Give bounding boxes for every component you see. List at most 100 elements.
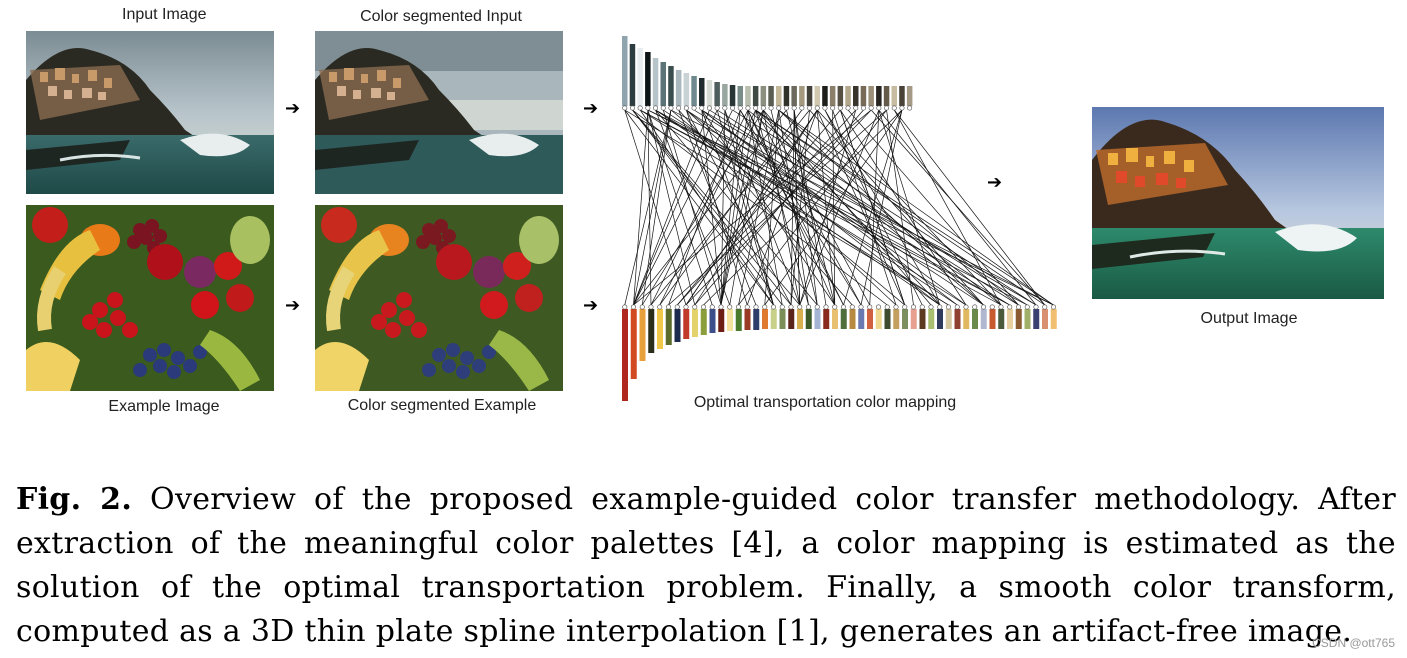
mapping-line [869,109,880,306]
palette-node [622,304,628,310]
mapping-line [720,109,741,306]
palette-swatch [629,44,636,106]
palette-node [805,304,811,310]
mapping-line [694,109,818,306]
mapping-line [686,109,984,306]
figure-number: Fig. 2. [16,482,133,517]
mapping-line [778,109,1054,306]
palette-node [630,304,636,310]
palette-node [768,105,774,111]
palette-node [891,105,897,111]
palette-swatch [714,82,720,106]
palette-node [858,304,864,310]
palette-swatch [729,85,736,106]
palette-node [665,304,671,310]
mapping-line [633,109,872,306]
palette-swatch [630,309,637,379]
palette-node [676,105,682,111]
palette-node [783,105,789,111]
palette-node [853,105,859,111]
palette-swatch [788,309,795,329]
mapping-line [755,109,1054,306]
palette-node [860,105,866,111]
mapping-line [755,109,1045,306]
palette-swatch [691,76,697,106]
mapping-line [655,109,1010,306]
arrow-right-icon: ➔ [987,172,1003,193]
palette-node [907,105,913,111]
palette-node [1015,304,1021,310]
palette-swatch [699,78,705,106]
palette-node [989,304,995,310]
mapping-line [647,109,713,306]
palette-swatch [875,309,882,329]
palette-node [868,105,874,111]
palette-swatch [752,86,759,106]
palette-node [1042,304,1048,310]
palette-node [622,105,628,111]
example-image [26,205,274,391]
palette-node [791,105,797,111]
mapping-line [832,109,836,306]
mapping-line [732,109,1037,306]
palette-swatch [860,86,867,106]
mapping-line [778,109,1019,306]
arrow-right-icon: ➔ [583,295,599,316]
palette-swatch [840,309,847,329]
mapping-line [709,109,1019,306]
mapping-line [860,109,903,306]
segmented-input-image [315,31,563,194]
mapping-line [870,109,1046,306]
mapping-label: Optimal transportation color mapping [693,394,957,411]
palette-swatch [762,309,768,329]
palette-node [928,304,934,310]
palette-node [884,105,890,111]
palette-node [832,304,838,310]
palette-node [653,105,659,111]
mapping-line [633,109,649,306]
palette-swatch [823,309,830,329]
palette-node [1051,304,1057,310]
palette-node [807,105,813,111]
palette-swatch [779,309,786,329]
palette-swatch [954,309,961,329]
palette-swatch [622,36,628,106]
palette-node [722,105,728,111]
palette-node [788,304,794,310]
arrow-right-icon: ➔ [583,98,599,119]
palette-node [893,304,899,310]
palette-swatch [937,309,943,329]
mapping-line [647,109,696,306]
mapping-line [662,109,722,306]
palette-swatch [700,309,707,335]
watermark: CSDN @ott765 [1312,636,1395,650]
palette-swatch [989,309,996,329]
palette-swatch [1024,309,1031,329]
palette-node [1007,304,1013,310]
palette-node [822,105,828,111]
palette-swatch [776,86,782,106]
segmented-example-label: Color segmented Example [347,397,537,414]
mapping-line [816,109,836,306]
mapping-line [843,109,903,306]
arrow-right-icon: ➔ [285,295,301,316]
mapping-line [639,109,949,306]
palette-node [823,304,829,310]
mapping-line [720,109,726,306]
palette-node [660,105,666,111]
palette-node [884,304,890,310]
segmented-input-label: Color segmented Input [360,8,522,25]
palette-swatch [814,86,820,106]
example-color-palette [622,304,1057,401]
palette-swatch [1015,309,1022,329]
palette-swatch [637,48,643,106]
palette-node [629,105,635,111]
mapping-line [793,109,827,306]
palette-node [837,105,843,111]
mapping-line [763,109,932,306]
palette-node [814,105,820,111]
palette-swatch [745,86,751,106]
palette-swatch [837,86,844,106]
mapping-line [799,109,880,306]
